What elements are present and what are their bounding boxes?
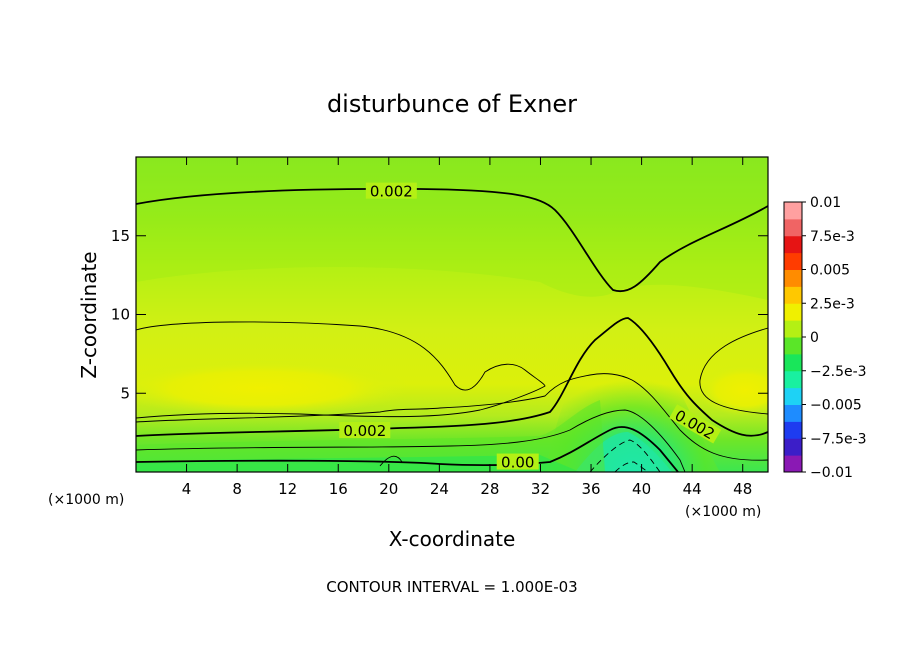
y-axis-label: Z-coordinate	[77, 251, 101, 378]
x-tick-label: 40	[632, 480, 651, 498]
colorbar-swatch	[784, 404, 802, 422]
colorbar-swatch	[784, 252, 802, 270]
colorbar-swatch	[784, 438, 802, 456]
colorbar: 0.01 7.5e-3 0.005 2.5e-3 0 −2.5e-3 −0.005 −7.5e…	[783, 195, 867, 481]
contour-interval-footer: CONTOUR INTERVAL = 1.000E-03	[326, 578, 577, 596]
y-tick-label: 15	[111, 227, 130, 245]
colorbar-label: −0.005	[810, 398, 862, 414]
colorbar-label: −2.5e-3	[810, 364, 867, 380]
field-yellow-core-right	[697, 364, 768, 416]
chart-title: disturbunce of Exner	[327, 90, 577, 118]
contour-negative-core-dashed	[614, 461, 649, 472]
x-axis: 4 8 12 16 20 24 28 32 36 40 44 48	[182, 157, 752, 498]
x-tick-label: 32	[531, 480, 550, 498]
colorbar-label: 0.01	[810, 195, 841, 211]
colorbar-swatch	[784, 337, 802, 355]
colorbar-label: −0.01	[810, 465, 853, 481]
contour-label-text: 0.002	[343, 422, 386, 440]
contour-upper-0.002	[136, 187, 768, 293]
contour-label-text: 0.002	[370, 183, 413, 201]
colorbar-swatch	[784, 235, 802, 254]
colorbar-swatch	[784, 218, 802, 237]
contour-label: 0.00	[496, 453, 539, 472]
colorbar-swatch	[784, 370, 802, 389]
contour-label: 0.002	[365, 182, 417, 201]
x-tick-label: 16	[329, 480, 348, 498]
x-tick-label: 20	[379, 480, 398, 498]
y-tick-label: 5	[120, 384, 130, 402]
y-axis: 5 10 15	[111, 227, 768, 402]
y-tick-label: 10	[111, 306, 130, 324]
contour-label-bg	[496, 453, 539, 470]
colorbar-label: 7.5e-3	[810, 229, 855, 245]
field-bottom-stripe	[136, 455, 580, 472]
contour-field	[136, 157, 768, 472]
contour-label: 0.002	[339, 422, 391, 440]
x-tick-label: 24	[430, 480, 449, 498]
colorbar-swatch	[784, 303, 802, 321]
contour-label-bg	[669, 404, 722, 444]
x-axis-label: X-coordinate	[389, 527, 516, 551]
colorbar-swatch	[784, 269, 802, 287]
contour-negative-dashed	[589, 439, 661, 472]
colorbar-label: 2.5e-3	[810, 296, 855, 312]
field-upper-band	[136, 157, 768, 300]
colorbar-swatch	[784, 353, 802, 372]
colorbar-label: 0	[810, 330, 819, 346]
colorbar-swatch	[784, 387, 802, 405]
x-tick-label: 4	[182, 480, 192, 498]
colorbar-swatch	[784, 455, 802, 473]
x-tick-label: 36	[581, 480, 600, 498]
x-tick-label: 28	[480, 480, 499, 498]
contour-lines	[136, 187, 768, 472]
contour-label-bg	[365, 182, 417, 199]
x-unit-left: (×1000 m)	[48, 492, 124, 508]
colorbar-swatch	[784, 421, 802, 439]
x-tick-label: 8	[232, 480, 242, 498]
colorbar-swatch	[784, 286, 802, 304]
x-tick-label: 44	[683, 480, 702, 498]
field-lower-stripe	[136, 400, 605, 472]
colorbar-label: 0.005	[810, 263, 850, 279]
contour-lower-b	[136, 409, 686, 472]
colorbar-label: −7.5e-3	[810, 431, 867, 447]
x-tick-label: 48	[733, 480, 752, 498]
x-tick-label: 12	[278, 480, 297, 498]
contour-bump-x20	[379, 455, 403, 467]
contour-label-text: 0.00	[501, 454, 534, 472]
field-yellow-core-left	[136, 360, 410, 416]
colorbar-swatch	[784, 202, 802, 220]
contour-mid-right	[699, 327, 768, 415]
colorbar-swatch	[784, 320, 802, 338]
contour-label-bg	[339, 422, 391, 439]
contour-lower-a	[136, 373, 768, 461]
x-unit-right: (×1000 m)	[685, 504, 761, 520]
